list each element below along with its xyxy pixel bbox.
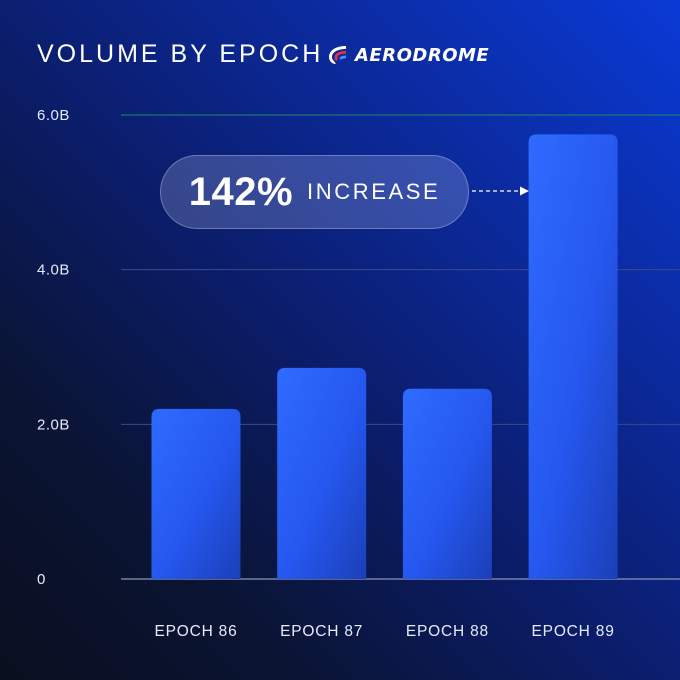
aerodrome-logo-icon [329,46,346,64]
y-tick-label: 4.0B [37,262,70,279]
x-tick-label: EPOCH 89 [532,623,615,640]
callout-value: 142% [188,169,294,214]
bar-epoch-87 [277,367,367,579]
y-tick-label: 0 [37,571,46,588]
x-tick-label: EPOCH 87 [280,623,363,640]
y-tick-label: 6.0B [37,107,70,124]
increase-callout: 142% INCREASE [160,155,469,229]
x-tick-label: EPOCH 88 [406,623,489,640]
x-tick-label: EPOCH 86 [154,623,237,640]
bar-epoch-86 [151,408,241,579]
y-tick-label: 2.0B [37,416,70,433]
bar-epoch-89 [528,134,618,580]
bar-epoch-88 [402,388,492,579]
brand-logo: AERODROME [326,41,489,69]
chart-title: VOLUME BY EPOCH [37,40,324,68]
brand-name: AERODROME [355,44,490,66]
callout-label: INCREASE [307,179,441,204]
